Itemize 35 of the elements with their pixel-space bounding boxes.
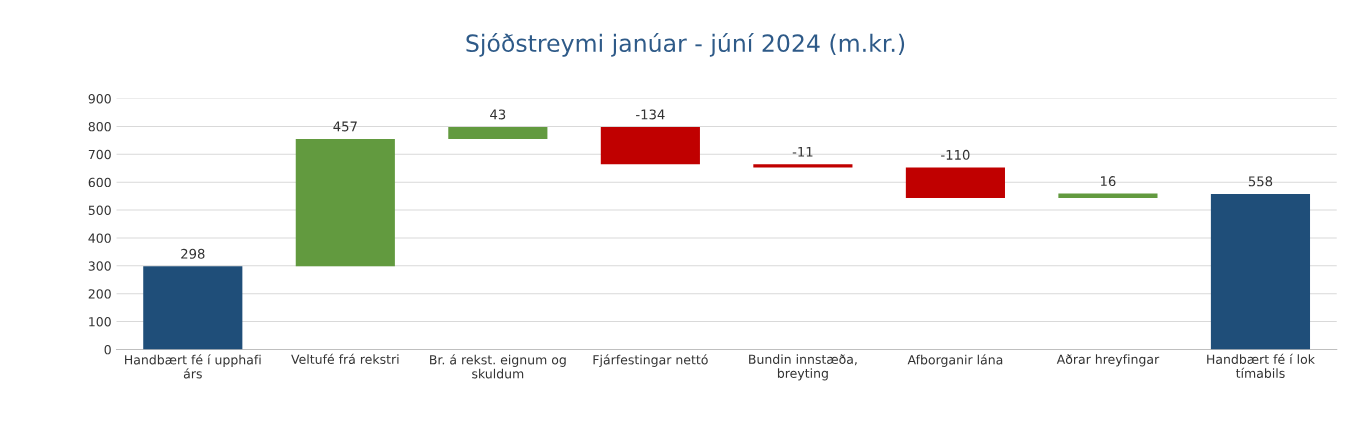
- x-tick-label: Handbært fé í lok tímabils: [1207, 353, 1315, 378]
- bar: [600, 126, 700, 165]
- x-tick-label: Aðrar hreyfingar: [1056, 354, 1160, 367]
- bar: [1058, 193, 1158, 199]
- data-label: 558: [1248, 176, 1273, 187]
- bar: [448, 126, 548, 139]
- data-label: 43: [490, 109, 506, 120]
- y-tick-label: 700: [88, 149, 111, 160]
- y-tick-label: 800: [88, 121, 111, 132]
- x-tick-label: Bundin innstæða, breyting: [749, 354, 857, 381]
- y-tick-label: 200: [88, 289, 111, 299]
- data-label: 16: [1100, 176, 1116, 187]
- data-label: -11: [792, 146, 813, 157]
- data-label: 457: [333, 121, 357, 132]
- y-tick-label: 300: [88, 261, 111, 271]
- bar: [905, 167, 1005, 199]
- x-tick-label: Veltufé frá rekstri: [291, 353, 399, 364]
- x-tick-label: Handbært fé í upphafi árs: [125, 354, 261, 379]
- y-tick-label: 600: [88, 177, 111, 188]
- x-tick-label: Afborganir lána: [907, 354, 1003, 367]
- bar: [143, 266, 243, 350]
- bar: [295, 138, 395, 267]
- bar: [753, 164, 853, 168]
- chart-title: Sjóðstreymi janúar - júní 2024 (m.kr.): [466, 32, 905, 57]
- x-tick-label: Br. á rekst. eignum og skuldum: [430, 354, 566, 379]
- bar: [1210, 193, 1311, 350]
- x-tick-label: Fjárfestingar nettó: [593, 354, 708, 367]
- y-tick-label: 400: [88, 233, 111, 243]
- y-tick-label: 900: [88, 94, 111, 104]
- y-tick-label: 100: [89, 317, 111, 327]
- data-label: -134: [636, 109, 665, 120]
- y-tick-label: 500: [88, 205, 111, 215]
- y-tick-label: 0: [104, 344, 111, 355]
- data-label: -110: [941, 149, 970, 160]
- data-label: 298: [181, 248, 205, 259]
